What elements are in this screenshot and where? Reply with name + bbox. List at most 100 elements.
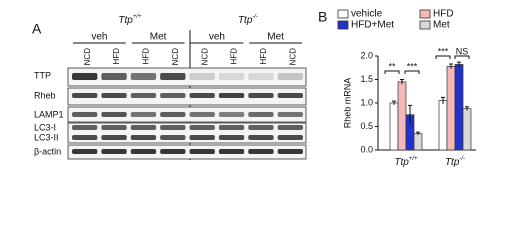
blot-band [218, 135, 245, 140]
blot-band [101, 112, 127, 117]
y-tick-label: 2.0 [360, 50, 373, 60]
blot-band [160, 149, 186, 154]
significance: NS [456, 46, 469, 56]
y-axis-label: Rheb mRNA [342, 78, 352, 129]
blot-band [130, 149, 157, 154]
blot-band [218, 93, 245, 98]
significance: *** [407, 61, 418, 71]
blot-frame [67, 87, 307, 106]
genotype-sup: +/+ [133, 14, 142, 20]
blot-band [248, 73, 274, 80]
blot-frame [67, 106, 307, 123]
blot-band [218, 112, 245, 117]
error-bar [465, 106, 469, 111]
row-label: Rheb [34, 90, 56, 100]
row-label: β-actin [34, 146, 61, 156]
blot-band [101, 125, 127, 130]
blot-band [160, 73, 186, 80]
lane-label: HFD [230, 48, 239, 65]
legend-label: HFD+Met [351, 20, 394, 31]
blot-band [277, 93, 303, 98]
blot-band [189, 112, 215, 117]
blot-band [248, 112, 274, 117]
bar [462, 108, 472, 151]
error-bar [392, 100, 396, 105]
genotype: Ttp+/+ [118, 14, 142, 26]
blot-band [101, 73, 127, 80]
legend-label: HFD [433, 9, 454, 20]
blot-band [248, 135, 274, 140]
blot-band [189, 149, 215, 154]
error-bar [449, 63, 453, 69]
blot-band [160, 93, 186, 98]
blot-band [130, 93, 157, 98]
genotype-sup: -/- [459, 156, 465, 162]
blot-band [277, 149, 303, 154]
significance: ** [388, 61, 396, 71]
significance-bracket [404, 70, 420, 74]
blot-band [277, 125, 303, 130]
blot-band [189, 73, 215, 80]
legend-swatch [337, 9, 349, 19]
blot-band [218, 125, 245, 130]
blot-band [277, 135, 303, 140]
blot-band [72, 93, 98, 98]
figure: A B Ttp+/+ Ttp-/-NCD HFD HFD NCD NCD HFD HFD NCD… [32, 9, 476, 168]
significance-bracket [454, 55, 470, 59]
blot-band [189, 125, 215, 130]
blot-frame [67, 144, 307, 160]
blot-band [189, 135, 215, 140]
treatment-label: veh [91, 32, 107, 43]
blot-band [72, 135, 98, 140]
treatment-label: Met [267, 32, 284, 43]
treatment-label: Met [150, 32, 167, 43]
y-tick-label: 0.5 [360, 121, 373, 131]
bar [397, 81, 407, 151]
legend-swatch [337, 20, 349, 30]
blot-band [277, 73, 303, 80]
blot-band [160, 112, 186, 117]
blot-band [72, 149, 98, 154]
lane-label: HFD [112, 48, 121, 65]
genotype-name: Ttp [394, 157, 409, 168]
blot-band [72, 73, 98, 80]
legend-swatch [419, 20, 431, 30]
blot-band [130, 73, 157, 80]
significance-bracket [435, 55, 451, 59]
bar [389, 102, 399, 151]
blot-band [130, 135, 157, 140]
blot-band [101, 149, 127, 154]
blot-band [218, 149, 245, 154]
bar [438, 100, 448, 151]
bar [446, 65, 456, 151]
legend-label: vehicle [351, 9, 383, 20]
genotype-name: Ttp [238, 15, 253, 26]
blot-band [248, 149, 274, 154]
genotype-sup: -/- [252, 14, 258, 20]
lane-label: HFD [142, 48, 151, 65]
row-label: LC3-I [34, 122, 56, 132]
significance-bracket [384, 70, 400, 74]
blot-band [277, 112, 303, 117]
bar [413, 133, 423, 151]
panel-label: B [318, 9, 327, 25]
blot-band [248, 93, 274, 98]
lane-label: HFD [259, 48, 268, 65]
row-label: TTP [34, 70, 51, 80]
lane-label: NCD [200, 48, 209, 66]
blot-band [72, 112, 98, 117]
lane-label: NCD [288, 48, 297, 66]
row-label: LAMP1 [34, 109, 64, 119]
genotype: Ttp-/- [238, 14, 258, 26]
blot-band [160, 135, 186, 140]
blot-band [160, 125, 186, 130]
error-bar [441, 96, 445, 104]
bar [454, 64, 464, 151]
blot-band [130, 112, 157, 117]
y-tick-label: 1.5 [360, 74, 373, 84]
significance: *** [438, 46, 449, 56]
error-bar [416, 131, 420, 135]
genotype-sup: +/+ [409, 156, 418, 162]
row-label: LC3-II [34, 132, 59, 142]
lane-label: NCD [83, 48, 92, 66]
